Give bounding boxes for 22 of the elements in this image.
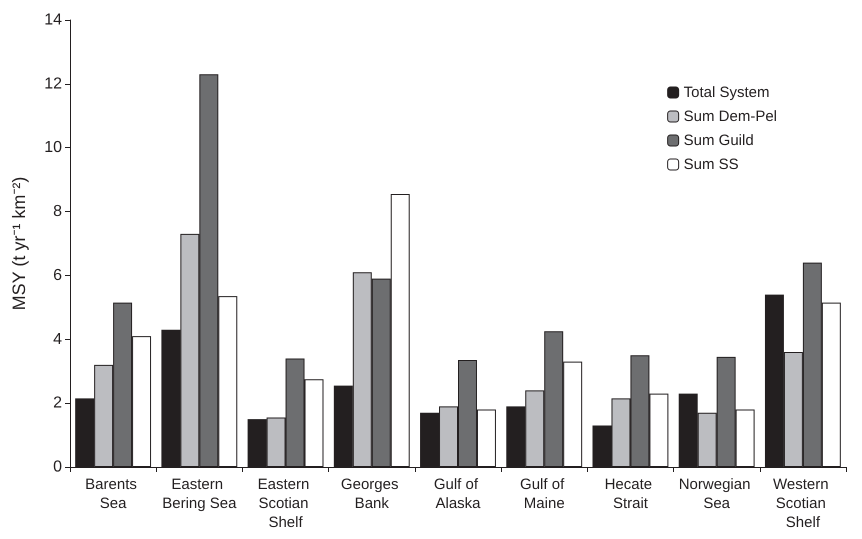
x-tick-label: Norwegian Sea <box>678 476 755 512</box>
x-tick-label: Georges Bank <box>340 476 403 512</box>
x-tick-label: Barents Sea <box>85 476 142 512</box>
legend-label: Sum SS <box>684 156 739 173</box>
x-tick-label: Western Scotian Shelf <box>773 476 833 531</box>
x-tick-label: Gulf of Maine <box>520 476 568 512</box>
legend-label: Sum Guild <box>684 132 754 149</box>
x-tick-label: Hecate Strait <box>604 476 656 512</box>
y-tick-label: 6 <box>53 266 62 284</box>
y-tick-label: 14 <box>44 12 62 28</box>
legend-label: Total System <box>684 84 770 101</box>
legend-label: Sum Dem-Pel <box>684 108 778 125</box>
y-tick-label: 2 <box>53 394 62 412</box>
x-tick-label: Eastern Bering Sea <box>162 476 238 512</box>
x-tick-label: Eastern Scotian Shelf <box>258 476 314 531</box>
y-tick-label: 10 <box>44 139 62 156</box>
y-tick-label: 4 <box>53 330 62 348</box>
y-tick-label: 0 <box>53 458 62 476</box>
y-tick-label: 12 <box>44 75 62 92</box>
y-axis-title: MSY (t yr⁻¹ km⁻²) <box>9 176 29 310</box>
y-tick-label: 8 <box>53 203 62 220</box>
x-tick-label: Gulf of Alaska <box>434 476 482 512</box>
